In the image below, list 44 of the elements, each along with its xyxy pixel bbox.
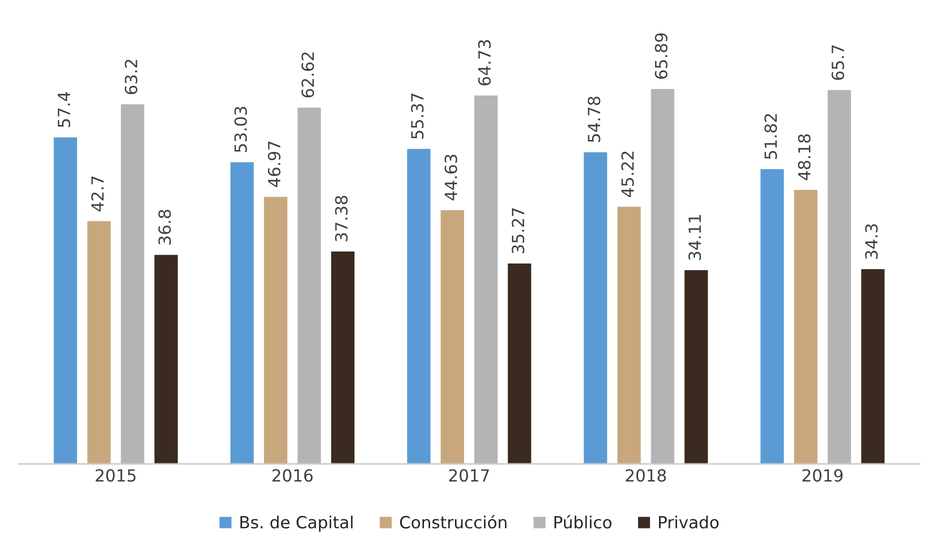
data-label: 63.2 [124,60,138,94]
data-label: 45.22 [621,152,634,197]
bar [86,220,112,464]
data-label: 34.3 [865,224,878,259]
x-tick-label: 2015 [96,469,136,482]
bar [52,136,78,464]
data-label: 42.7 [91,176,104,212]
data-label: 65.89 [654,33,668,79]
bar [616,205,642,464]
bar [262,195,289,464]
bar [330,250,356,464]
bar [229,160,256,464]
x-tick-label: 2018 [626,469,666,482]
data-label: 64.73 [478,40,491,86]
data-label: 53.03 [234,106,247,152]
legend-label: Privado [659,516,719,529]
data-label: 34.11 [688,214,702,260]
bar [153,253,180,464]
data-label: 65.7 [832,45,844,80]
x-tick-label: 2019 [802,469,843,482]
data-label: 54.78 [588,96,600,142]
legend-label: Público [554,514,612,529]
x-tick-label: 2017 [449,469,489,482]
data-label: 55.37 [411,94,424,139]
bar [792,188,819,464]
bar [439,208,466,464]
data-label: 35.27 [512,208,524,254]
legend-label: Bs. de Capital [240,516,353,532]
bar [582,150,609,464]
data-label: 36.8 [158,210,171,245]
data-label: 57.4 [58,92,70,128]
x-tick-label: 2016 [272,469,313,482]
data-label: 51.82 [764,114,778,159]
bar [860,268,886,464]
data-label: 46.97 [268,142,281,187]
data-label: 44.63 [444,154,458,200]
legend-label: Construcción [400,514,506,529]
data-label: 62.62 [301,52,314,98]
data-label: 37.38 [335,196,348,242]
data-label: 48.18 [798,134,811,180]
bar [683,268,710,464]
bar [406,148,432,464]
bar [759,168,786,464]
bar [506,262,533,464]
